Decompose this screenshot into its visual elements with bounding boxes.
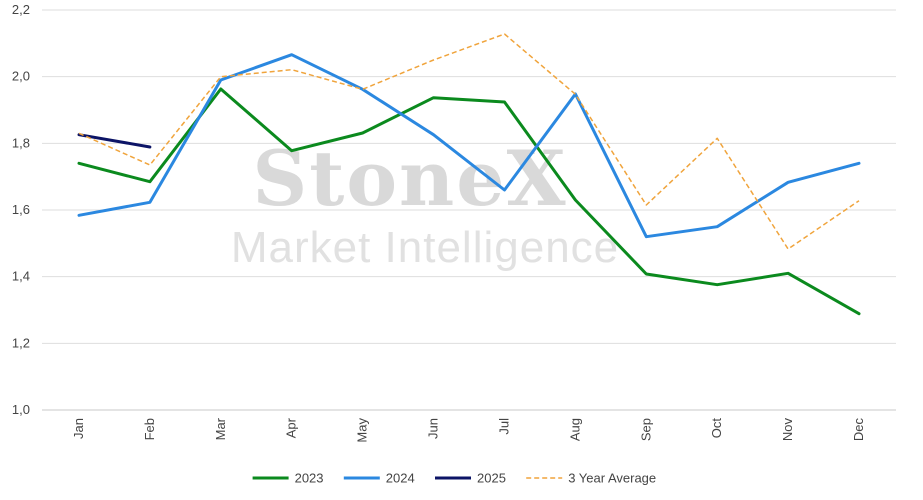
- x-tick-label: Jun: [426, 418, 441, 439]
- y-axis-tick-labels: 1,0 1,2 1,4 1,6 1,8 2,0 2,2: [12, 2, 30, 417]
- series-line-2025: [77, 133, 152, 149]
- y-tick-label: 1,6: [12, 202, 30, 217]
- legend-item-3-year-average: 3 Year Average: [526, 471, 656, 486]
- y-tick-label: 2,2: [12, 2, 30, 17]
- x-tick-label: Aug: [567, 418, 582, 441]
- series-lines: [77, 33, 861, 316]
- x-tick-label: Jan: [71, 418, 86, 439]
- x-tick-label: Nov: [780, 418, 795, 442]
- watermark: StoneX Market Intelligence: [231, 134, 619, 272]
- y-tick-label: 1,2: [12, 335, 30, 350]
- series-line-2023: [77, 87, 861, 316]
- x-axis-tick-labels: Jan Feb Mar Apr May Jun Jul Aug Sep Oct Nov Dec: [71, 417, 866, 442]
- x-tick-label: Jul: [496, 418, 511, 435]
- x-tick-label: Mar: [213, 417, 228, 440]
- x-tick-label: Feb: [142, 418, 157, 440]
- y-tick-label: 1,0: [12, 402, 30, 417]
- y-tick-label: 2,0: [12, 69, 30, 84]
- series-line-3-year-average: [78, 33, 860, 250]
- x-tick-label: Sep: [638, 418, 653, 441]
- legend-label: 2025: [477, 471, 506, 486]
- gridlines: [42, 9, 896, 411]
- x-tick-label: Dec: [851, 418, 866, 442]
- legend-item-2023: 2023: [252, 471, 324, 486]
- legend-label: 2023: [295, 471, 324, 486]
- y-tick-label: 1,8: [12, 135, 30, 150]
- x-tick-label: May: [355, 418, 370, 443]
- x-tick-label: Apr: [284, 417, 299, 438]
- legend-item-2024: 2024: [343, 471, 415, 486]
- y-tick-label: 1,4: [12, 269, 30, 284]
- legend-item-2025: 2025: [435, 471, 506, 486]
- legend-label: 2024: [386, 471, 415, 486]
- watermark-subtitle: Market Intelligence: [231, 223, 619, 272]
- x-tick-label: Oct: [709, 418, 724, 439]
- legend: 2023 2024 2025 3 Year Average: [252, 471, 656, 486]
- legend-label: 3 Year Average: [568, 471, 656, 486]
- series-line-2024: [77, 53, 861, 239]
